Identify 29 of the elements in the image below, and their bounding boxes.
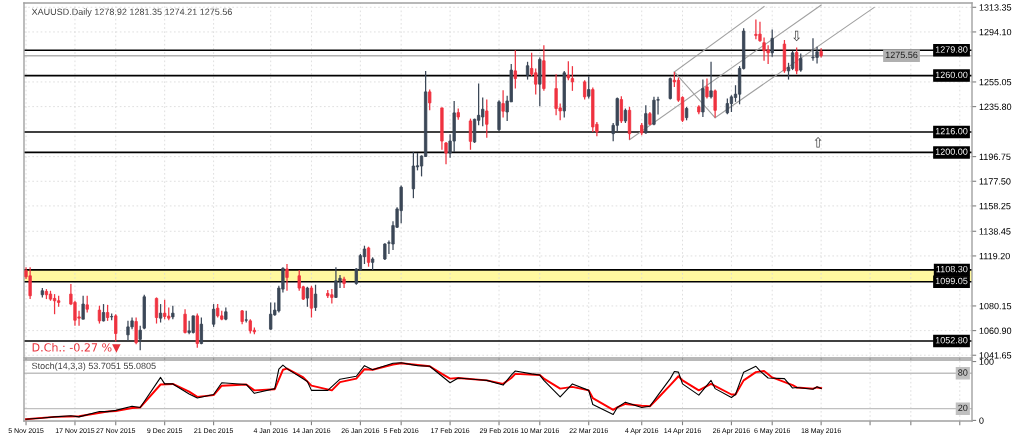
chart-title: Stoch(14,3,3) 53.7051 55.0805 (31, 362, 156, 371)
annotation: D.Ch.: -0.27 %▼ (32, 342, 121, 353)
ref-line-label: 1052.80 (935, 337, 968, 344)
y-tick-label: 1138.45 (979, 228, 1011, 235)
y-tick-label: 100 (979, 358, 994, 365)
y-tick-label: 1080.15 (979, 302, 1012, 310)
ref-line-label: 1108.30 (936, 265, 968, 273)
ref-line-label: 1216.00 (935, 127, 968, 135)
annotation: ⇧ (814, 136, 822, 148)
y-tick-label: 0 (979, 417, 984, 424)
y-tick-label: 1060.90 (979, 327, 1012, 334)
annotation: ⇩ (793, 30, 801, 42)
ref-line-label: 20 (958, 404, 968, 412)
ref-line-label: 80 (958, 369, 968, 376)
y-tick-label: 1041.65 (979, 352, 1012, 359)
y-tick-label: 1158.25 (979, 202, 1011, 210)
text: XAUUSD.Daily 1278.92 1281.35 1274.21 1275.56 (31, 8, 232, 17)
ref-line-label: 1260.00 (935, 71, 968, 79)
y-tick-label: 1294.10 (979, 28, 1012, 36)
y-tick-label: 1313.35 (979, 4, 1012, 11)
ref-line-label: 1279.80 (935, 46, 968, 53)
ref-line-label: 1099.05 (935, 277, 968, 285)
y-tick-label: 1196.75 (979, 153, 1011, 160)
y-tick-label: 1235.80 (979, 103, 1012, 110)
y-tick-label: 1255.05 (979, 78, 1012, 86)
ref-line-label: 1200.00 (935, 148, 968, 155)
y-tick-label: 1119.20 (979, 252, 1010, 260)
y-tick-label: 1177.50 (979, 178, 1011, 185)
ref-line-label: 1275.56 (885, 51, 918, 59)
